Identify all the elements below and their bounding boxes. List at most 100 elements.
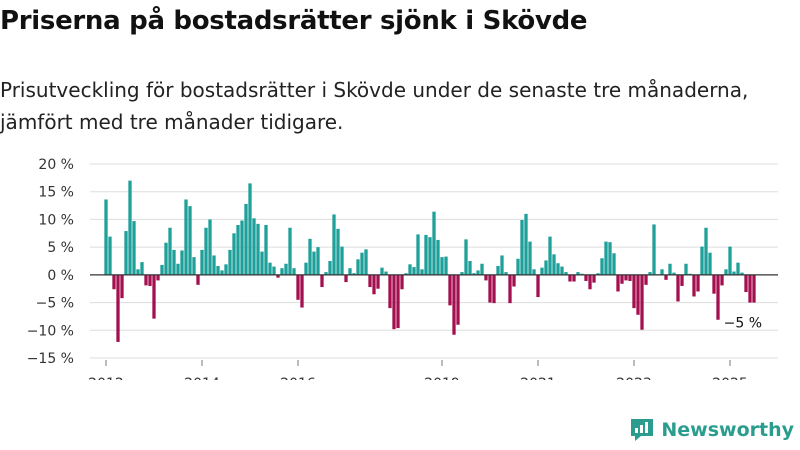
bar	[144, 274, 148, 286]
bar	[724, 269, 728, 275]
x-tick-label: 2014	[184, 376, 220, 380]
bar	[264, 224, 268, 275]
bar	[192, 257, 196, 275]
bar	[536, 274, 540, 298]
bar	[488, 274, 492, 303]
y-tick-label: −10 %	[27, 323, 74, 339]
bar	[368, 274, 372, 288]
bar	[560, 266, 564, 275]
bar	[184, 199, 188, 275]
x-tick-label: 2023	[616, 376, 652, 380]
bar	[672, 272, 676, 275]
bar	[140, 262, 144, 275]
bar	[204, 227, 208, 275]
y-tick-label: 15 %	[38, 185, 74, 201]
bar	[280, 268, 284, 275]
bar	[436, 239, 440, 275]
bar-chart: −15 %−10 %−5 %0 %5 %10 %15 %20 % 2012201…	[27, 157, 778, 380]
bar	[428, 237, 432, 275]
bar	[180, 250, 184, 275]
bar	[268, 262, 272, 275]
bar	[480, 263, 484, 275]
bar	[304, 262, 308, 275]
bar	[448, 274, 452, 306]
bar	[612, 253, 616, 275]
x-tick-label: 2016	[280, 376, 316, 380]
bar	[632, 274, 636, 309]
x-tick-label: 2019	[424, 376, 460, 380]
bar	[596, 273, 600, 275]
bar	[660, 269, 664, 275]
bar	[372, 274, 376, 295]
bar	[576, 272, 580, 275]
bar	[456, 274, 460, 325]
bar	[696, 274, 700, 292]
bar	[344, 274, 348, 283]
bar	[600, 258, 604, 275]
bar	[744, 274, 748, 293]
bar	[152, 274, 156, 319]
bar	[500, 255, 504, 275]
bar	[156, 274, 160, 281]
bar	[616, 274, 620, 292]
bar	[496, 265, 500, 275]
bar	[232, 233, 236, 275]
y-tick-label: −5 %	[36, 296, 74, 312]
bar	[720, 274, 724, 286]
bar	[212, 255, 216, 275]
bar	[492, 274, 496, 304]
bar	[584, 274, 588, 281]
bar	[648, 272, 652, 275]
bar	[588, 274, 592, 290]
y-tick-label: 0 %	[47, 268, 74, 284]
bar	[504, 272, 508, 275]
bar	[408, 264, 412, 275]
bar	[376, 274, 380, 289]
bar	[472, 273, 476, 275]
bar	[484, 274, 488, 281]
chart-title: Priserna på bostadsrätter sjönk i Skövde	[0, 6, 588, 36]
bar	[592, 274, 596, 283]
bar	[148, 274, 152, 286]
bar	[524, 213, 528, 275]
x-axis-ticks: 2012 2014 2016 2019 2021 2023 2025	[88, 360, 748, 380]
bar	[628, 274, 632, 281]
bar	[240, 220, 244, 275]
bar	[644, 274, 648, 285]
bar	[664, 274, 668, 280]
bar	[364, 249, 368, 275]
bar	[544, 260, 548, 275]
bar	[136, 269, 140, 275]
bar	[604, 241, 608, 275]
bar	[284, 263, 288, 275]
bar	[424, 234, 428, 275]
bar	[340, 246, 344, 275]
bar	[636, 274, 640, 315]
bar	[532, 269, 536, 275]
bar	[568, 274, 572, 282]
bar	[452, 274, 456, 335]
bar	[748, 274, 752, 303]
bar	[228, 249, 232, 275]
bar	[172, 249, 176, 275]
bar	[396, 274, 400, 329]
bar	[272, 266, 276, 275]
bar	[128, 180, 132, 275]
y-axis-ticks: −15 % −10 % −5 % 0 % 5 % 10 % 15 % 20 %	[27, 157, 74, 367]
bar	[464, 239, 468, 275]
bar	[260, 251, 264, 275]
bar	[716, 274, 720, 320]
bar	[468, 261, 472, 275]
bar	[508, 274, 512, 304]
bar	[360, 252, 364, 275]
bar	[556, 263, 560, 275]
bar	[516, 258, 520, 275]
bar	[176, 263, 180, 275]
bar	[392, 274, 396, 330]
bar	[296, 274, 300, 300]
bar	[124, 231, 128, 275]
bar	[692, 274, 696, 297]
bar	[208, 219, 212, 275]
x-tick-label: 2025	[712, 376, 748, 380]
bar	[256, 223, 260, 275]
